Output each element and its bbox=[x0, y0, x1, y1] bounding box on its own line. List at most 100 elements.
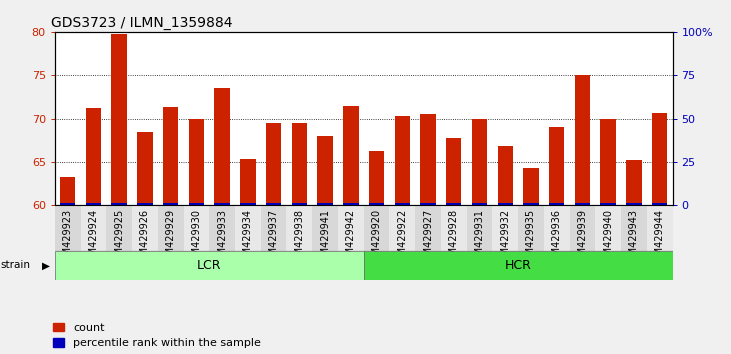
Bar bbox=[343, 105, 358, 205]
Bar bbox=[498, 203, 513, 205]
Bar bbox=[60, 203, 75, 205]
Bar bbox=[523, 203, 539, 205]
Bar bbox=[292, 123, 307, 205]
Bar bbox=[395, 203, 410, 205]
Bar bbox=[626, 203, 642, 205]
Text: GDS3723 / ILMN_1359884: GDS3723 / ILMN_1359884 bbox=[51, 16, 232, 30]
Bar bbox=[415, 205, 441, 251]
Bar bbox=[60, 177, 75, 205]
Bar bbox=[312, 205, 338, 251]
Text: GSM429937: GSM429937 bbox=[268, 209, 279, 268]
Bar bbox=[600, 119, 616, 205]
Bar bbox=[595, 205, 621, 251]
Bar bbox=[235, 205, 261, 251]
Text: GSM429923: GSM429923 bbox=[63, 209, 72, 268]
Bar bbox=[80, 205, 106, 251]
Text: GSM429944: GSM429944 bbox=[655, 209, 664, 268]
Bar bbox=[86, 108, 101, 205]
Bar bbox=[137, 203, 153, 205]
Bar bbox=[163, 107, 178, 205]
Text: GSM429934: GSM429934 bbox=[243, 209, 253, 268]
Bar bbox=[158, 205, 183, 251]
Bar bbox=[86, 203, 101, 205]
Text: GSM429932: GSM429932 bbox=[500, 209, 510, 268]
Text: GSM429928: GSM429928 bbox=[449, 209, 459, 268]
Legend: count, percentile rank within the sample: count, percentile rank within the sample bbox=[53, 322, 261, 348]
Text: LCR: LCR bbox=[197, 259, 221, 272]
Text: GSM429930: GSM429930 bbox=[192, 209, 201, 268]
Bar bbox=[261, 205, 287, 251]
Bar bbox=[163, 203, 178, 205]
Bar bbox=[132, 205, 158, 251]
Bar bbox=[575, 75, 590, 205]
Bar bbox=[111, 34, 127, 205]
Bar bbox=[518, 205, 544, 251]
Text: GSM429943: GSM429943 bbox=[629, 209, 639, 268]
Text: GSM429926: GSM429926 bbox=[140, 209, 150, 268]
Bar bbox=[575, 203, 590, 205]
Text: GSM429929: GSM429929 bbox=[166, 209, 175, 268]
Text: GSM429927: GSM429927 bbox=[423, 209, 433, 268]
Bar bbox=[189, 203, 204, 205]
Bar bbox=[55, 205, 80, 251]
Bar bbox=[363, 205, 390, 251]
Text: GSM429942: GSM429942 bbox=[346, 209, 356, 268]
Bar bbox=[652, 203, 667, 205]
Bar bbox=[569, 205, 595, 251]
Bar bbox=[647, 205, 673, 251]
Bar bbox=[549, 203, 564, 205]
Text: GSM429941: GSM429941 bbox=[320, 209, 330, 268]
Text: GSM429931: GSM429931 bbox=[474, 209, 485, 268]
Bar bbox=[446, 138, 461, 205]
Bar bbox=[189, 119, 204, 205]
Text: strain: strain bbox=[0, 261, 30, 270]
Bar bbox=[493, 205, 518, 251]
Bar bbox=[106, 205, 132, 251]
Bar bbox=[363, 251, 673, 280]
Text: GSM429940: GSM429940 bbox=[603, 209, 613, 268]
Text: GSM429938: GSM429938 bbox=[295, 209, 304, 268]
Bar bbox=[240, 203, 256, 205]
Bar bbox=[266, 123, 281, 205]
Bar bbox=[626, 160, 642, 205]
Text: GSM429935: GSM429935 bbox=[526, 209, 536, 268]
Bar bbox=[523, 168, 539, 205]
Bar bbox=[549, 127, 564, 205]
Text: GSM429939: GSM429939 bbox=[577, 209, 588, 268]
Text: GSM429920: GSM429920 bbox=[371, 209, 382, 268]
Bar bbox=[287, 205, 312, 251]
Bar bbox=[214, 88, 230, 205]
Bar bbox=[446, 203, 461, 205]
Bar bbox=[621, 205, 647, 251]
Bar bbox=[600, 203, 616, 205]
Bar bbox=[369, 151, 385, 205]
Bar bbox=[466, 205, 493, 251]
Bar bbox=[292, 203, 307, 205]
Bar bbox=[395, 116, 410, 205]
Text: GSM429925: GSM429925 bbox=[114, 209, 124, 268]
Bar bbox=[420, 114, 436, 205]
Bar bbox=[498, 146, 513, 205]
Bar bbox=[214, 203, 230, 205]
Bar bbox=[317, 203, 333, 205]
Bar bbox=[183, 205, 209, 251]
Bar bbox=[209, 205, 235, 251]
Bar bbox=[471, 203, 487, 205]
Bar bbox=[240, 159, 256, 205]
Bar bbox=[544, 205, 569, 251]
Bar bbox=[338, 205, 364, 251]
Text: GSM429922: GSM429922 bbox=[397, 209, 407, 268]
Bar bbox=[369, 203, 385, 205]
Bar bbox=[441, 205, 466, 251]
Bar bbox=[266, 203, 281, 205]
Bar bbox=[137, 132, 153, 205]
Text: ▶: ▶ bbox=[42, 261, 50, 270]
Text: HCR: HCR bbox=[504, 259, 531, 272]
Bar bbox=[55, 251, 363, 280]
Bar bbox=[343, 203, 358, 205]
Bar bbox=[390, 205, 415, 251]
Text: GSM429924: GSM429924 bbox=[88, 209, 99, 268]
Text: GSM429933: GSM429933 bbox=[217, 209, 227, 268]
Bar bbox=[420, 203, 436, 205]
Bar bbox=[111, 203, 127, 205]
